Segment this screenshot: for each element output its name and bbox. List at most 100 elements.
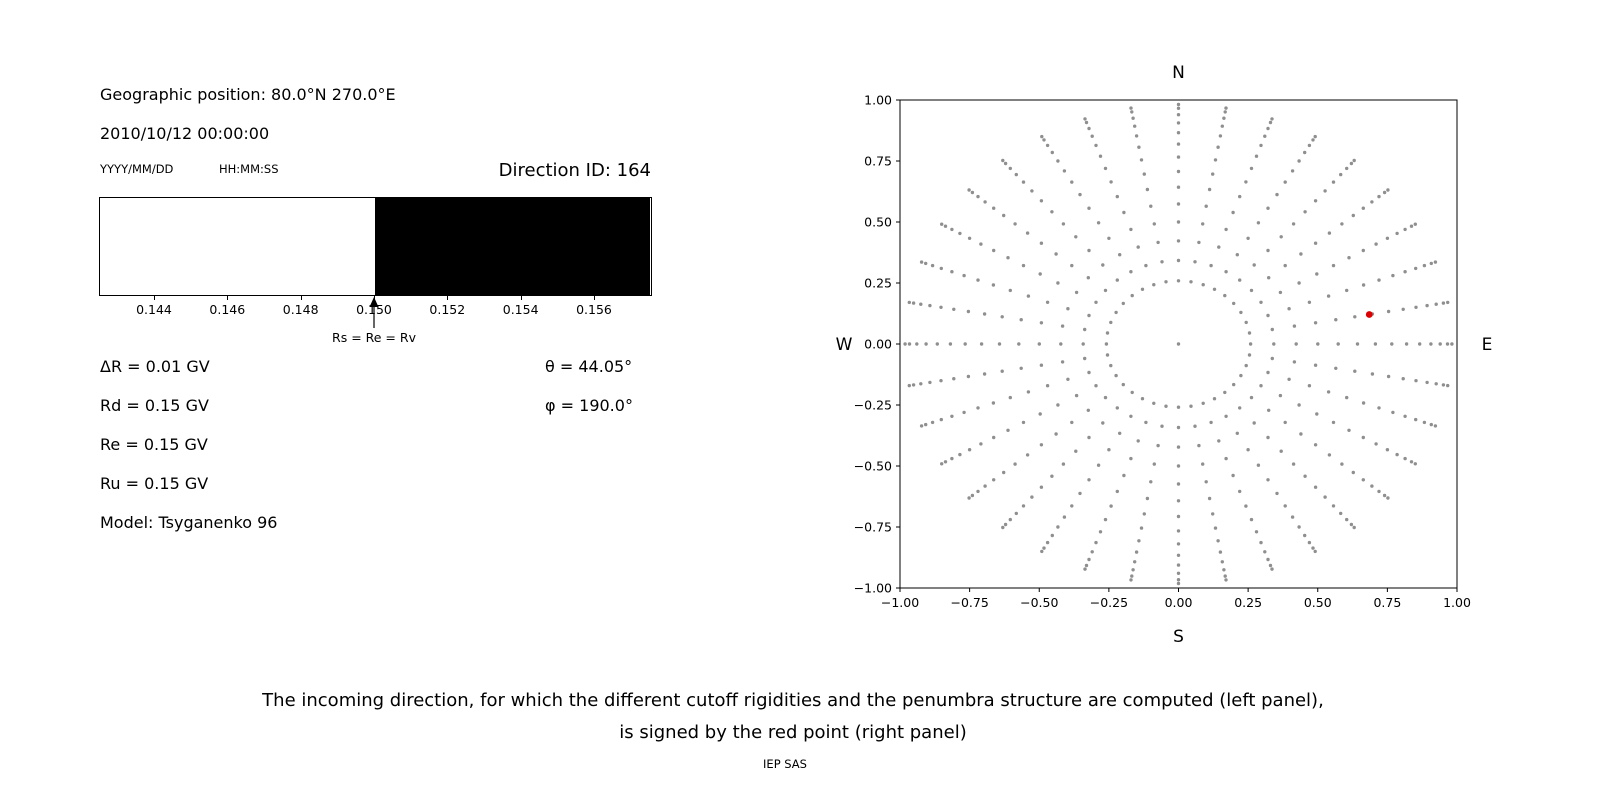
grid-point bbox=[1050, 150, 1054, 155]
grid-point bbox=[1090, 550, 1094, 554]
grid-point bbox=[939, 305, 943, 309]
grid-point bbox=[1098, 530, 1103, 534]
grid-point bbox=[1131, 116, 1135, 120]
grid-point bbox=[1218, 134, 1223, 138]
grid-point bbox=[1246, 448, 1250, 452]
grid-point bbox=[1413, 222, 1417, 226]
red-point bbox=[1365, 311, 1373, 318]
grid-point bbox=[1231, 210, 1235, 215]
grid-point bbox=[1297, 159, 1301, 163]
y-tick-label: −0.75 bbox=[854, 520, 892, 535]
grid-point bbox=[1266, 370, 1270, 375]
grid-point bbox=[1270, 356, 1274, 361]
grid-point bbox=[1101, 263, 1105, 267]
grid-point bbox=[1297, 403, 1301, 407]
grid-point bbox=[1212, 397, 1217, 401]
grid-point bbox=[1351, 213, 1355, 218]
date-format-label: YYYY/MM/DD bbox=[100, 162, 174, 176]
grid-point bbox=[1176, 239, 1181, 243]
grid-point bbox=[1249, 395, 1254, 400]
grid-point bbox=[1045, 143, 1050, 148]
grid-point bbox=[930, 420, 935, 425]
grid-point bbox=[1087, 435, 1091, 440]
grid-point bbox=[1291, 222, 1296, 226]
grid-point bbox=[1019, 366, 1023, 370]
grid-point bbox=[1204, 204, 1208, 208]
grid-point bbox=[1386, 374, 1391, 379]
grid-point bbox=[1197, 240, 1201, 245]
grid-point bbox=[1087, 313, 1091, 318]
grid-point bbox=[1313, 134, 1317, 139]
grid-point bbox=[1176, 258, 1181, 263]
grid-point bbox=[1134, 550, 1139, 554]
grid-point bbox=[1145, 496, 1150, 501]
grid-point bbox=[1070, 504, 1074, 508]
grid-point bbox=[1395, 231, 1399, 236]
grid-point bbox=[1133, 124, 1137, 128]
grid-point bbox=[1109, 363, 1113, 368]
grid-point bbox=[1176, 499, 1181, 503]
grid-point bbox=[1386, 496, 1390, 500]
grid-point bbox=[1313, 443, 1318, 447]
grid-point bbox=[1303, 533, 1307, 538]
grid-point bbox=[1086, 408, 1090, 412]
grid-point bbox=[1220, 124, 1224, 128]
grid-point bbox=[1403, 414, 1407, 418]
grid-point bbox=[1292, 360, 1297, 364]
grid-point bbox=[1414, 266, 1418, 271]
west-label: W bbox=[836, 335, 853, 355]
grid-point bbox=[1130, 293, 1134, 298]
grid-point bbox=[952, 307, 956, 311]
penumbra-segment bbox=[100, 198, 375, 295]
grid-point bbox=[1403, 227, 1407, 232]
grid-point bbox=[1224, 106, 1228, 110]
grid-point bbox=[1006, 428, 1010, 432]
grid-point bbox=[1021, 420, 1026, 425]
grid-point bbox=[1247, 331, 1252, 335]
grid-point bbox=[1115, 278, 1119, 282]
grid-point bbox=[982, 372, 987, 376]
grid-point bbox=[1062, 515, 1067, 519]
grid-point bbox=[1094, 143, 1098, 148]
grid-point bbox=[1039, 363, 1044, 367]
grid-point bbox=[1042, 546, 1046, 550]
grid-point bbox=[1164, 280, 1168, 284]
grid-point bbox=[1042, 138, 1046, 142]
grid-point bbox=[1246, 236, 1250, 240]
grid-point bbox=[1216, 145, 1220, 149]
grid-point bbox=[1176, 220, 1181, 224]
grid-point bbox=[1140, 287, 1145, 291]
grid-point bbox=[997, 342, 1002, 346]
grid-point bbox=[1118, 253, 1122, 257]
grid-point bbox=[1105, 331, 1110, 335]
grid-point bbox=[1361, 283, 1366, 287]
grid-point bbox=[1160, 260, 1164, 264]
grid-point bbox=[1347, 428, 1351, 432]
grid-point bbox=[1441, 383, 1446, 387]
grid-point bbox=[1094, 300, 1098, 304]
grid-point bbox=[1040, 549, 1044, 554]
grid-point bbox=[1303, 150, 1307, 155]
grid-point bbox=[911, 301, 916, 305]
grid-point bbox=[1270, 327, 1274, 332]
grid-point bbox=[1292, 324, 1297, 328]
grid-point bbox=[1094, 540, 1098, 545]
grid-point bbox=[1001, 158, 1005, 163]
grid-point bbox=[1152, 222, 1156, 226]
cutoff-arrow-head bbox=[369, 297, 379, 307]
grid-point bbox=[1303, 474, 1307, 478]
grid-point bbox=[1006, 256, 1010, 260]
grid-point bbox=[1278, 290, 1283, 295]
grid-point bbox=[1136, 439, 1140, 443]
penumbra-segment bbox=[375, 198, 650, 295]
grid-point bbox=[1438, 342, 1442, 346]
theta-angle-label: θ = 44.05° bbox=[545, 357, 633, 376]
grid-point bbox=[1084, 120, 1089, 125]
grid-point bbox=[1090, 134, 1094, 138]
grid-point bbox=[1299, 432, 1303, 436]
grid-point bbox=[1139, 158, 1144, 162]
grid-point bbox=[1218, 550, 1223, 554]
grid-point bbox=[1266, 248, 1270, 253]
grid-point bbox=[1268, 120, 1273, 125]
